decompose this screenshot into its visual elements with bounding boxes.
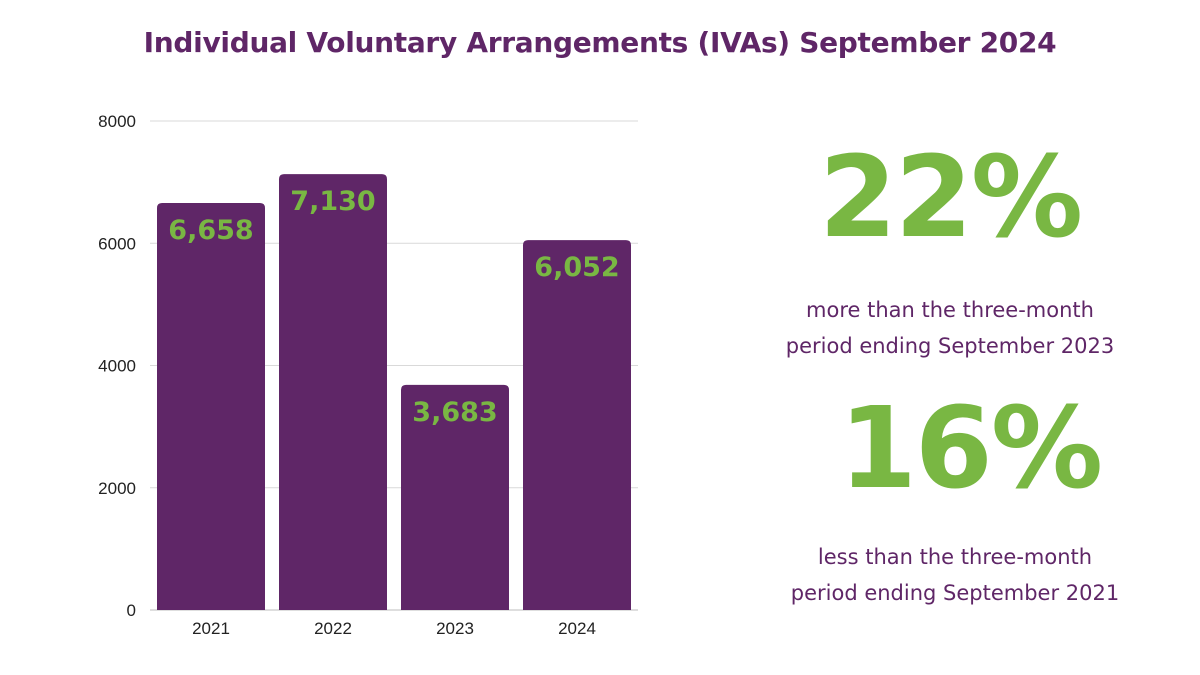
bar-2024 xyxy=(523,240,631,610)
bar-value-label: 6,658 xyxy=(168,215,253,246)
iva-bar-chart: 0 2000 4000 6000 8000 6,658 2021 7,130 2022 3,683… xyxy=(98,112,638,638)
x-tick-label: 2024 xyxy=(558,619,596,638)
y-tick-label: 0 xyxy=(127,601,136,620)
x-tick-label: 2021 xyxy=(192,619,230,638)
y-tick-label: 6000 xyxy=(98,234,136,253)
bar-2023 xyxy=(401,384,509,610)
stat-22-percent: 22% xyxy=(818,133,1083,263)
y-tick-label: 2000 xyxy=(98,479,136,498)
x-tick-label: 2022 xyxy=(314,619,352,638)
bar-value-label: 6,052 xyxy=(534,252,619,283)
x-tick-label: 2023 xyxy=(436,619,474,638)
y-tick-label: 8000 xyxy=(98,112,136,131)
stat-22-description: more than the three-month period ending … xyxy=(730,292,1170,364)
bar-2022 xyxy=(279,174,387,610)
chart-title: Individual Voluntary Arrangements (IVAs)… xyxy=(143,26,1057,59)
stat-22-line2: period ending September 2023 xyxy=(785,334,1115,358)
bar-value-label: 3,683 xyxy=(412,397,497,428)
stat-16-percent: 16% xyxy=(838,384,1103,514)
stat-16-line2: period ending September 2021 xyxy=(790,581,1120,605)
y-tick-label: 4000 xyxy=(98,357,136,376)
bar-value-label: 7,130 xyxy=(290,186,375,217)
stat-22-line1: more than the three-month xyxy=(806,298,1094,322)
stat-16-description: less than the three-month period ending … xyxy=(735,539,1175,611)
bar-2021 xyxy=(157,203,265,610)
stat-16-line1: less than the three-month xyxy=(817,545,1093,569)
